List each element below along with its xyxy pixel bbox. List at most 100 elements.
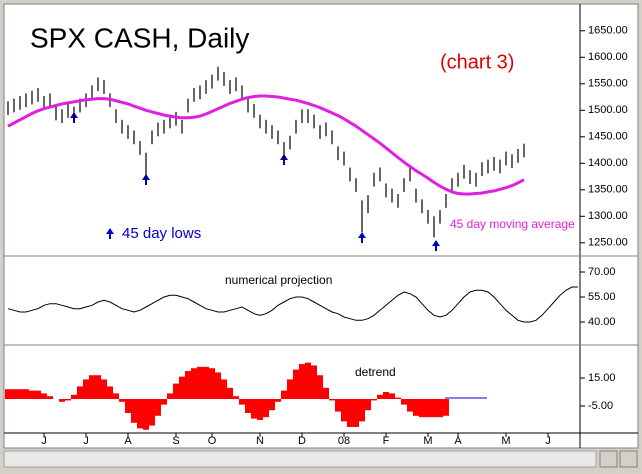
detrend-bar xyxy=(131,398,137,423)
scrollbar[interactable] xyxy=(3,450,597,468)
y-tick-label: -5.00 xyxy=(588,400,613,412)
y-tick-label: 1650.00 xyxy=(588,25,628,37)
detrend-bar xyxy=(149,398,155,426)
detrend-bar xyxy=(305,362,311,399)
x-tick-label: D xyxy=(298,435,306,447)
detrend-bar xyxy=(299,364,305,399)
detrend-bar xyxy=(293,369,299,399)
detrend-bar xyxy=(401,398,407,405)
detrend-bar xyxy=(239,398,245,405)
detrend-bar xyxy=(329,398,335,401)
scroll-button[interactable] xyxy=(599,450,618,468)
detrend-bar xyxy=(233,396,239,399)
detrend-bar xyxy=(29,390,35,399)
detrend-bar xyxy=(101,379,107,399)
x-tick-label: J xyxy=(83,435,89,447)
detrend-bar xyxy=(143,398,149,430)
detrend-bar xyxy=(161,398,167,405)
detrend-bar xyxy=(197,366,203,399)
detrend-bar xyxy=(185,371,191,399)
x-tick-label: F xyxy=(383,435,390,447)
detrend-bar xyxy=(179,376,185,399)
x-tick-label: J xyxy=(41,435,47,447)
x-tick-label: M xyxy=(501,435,510,447)
y-tick-label: 1300.00 xyxy=(588,210,628,222)
y-tick-label: 70.00 xyxy=(588,266,616,278)
y-tick-label: 1250.00 xyxy=(588,237,628,249)
x-tick-label: J xyxy=(545,435,551,447)
x-tick-label: N xyxy=(256,435,264,447)
arrow xyxy=(358,232,366,243)
detrend-bar xyxy=(389,393,395,399)
detrend-bar xyxy=(281,390,287,399)
detrend-bar xyxy=(407,398,413,412)
detrend-bar xyxy=(23,389,29,399)
detrend-bar xyxy=(11,389,17,399)
detrend-bar xyxy=(209,368,215,399)
detrend-bar xyxy=(431,398,437,418)
moving-average xyxy=(7,94,525,196)
y-tick-label: 1500.00 xyxy=(588,104,628,116)
detrend-bar xyxy=(269,398,275,411)
detrend-bar xyxy=(41,393,47,399)
detrend-bar xyxy=(377,394,383,399)
detrend-bar xyxy=(353,398,359,427)
detrend-bar xyxy=(113,393,119,399)
detrend-bar xyxy=(173,383,179,399)
detrend-bar xyxy=(89,375,95,399)
y-tick-label: 1550.00 xyxy=(588,78,628,90)
detrend-bar xyxy=(437,398,443,418)
chart-area xyxy=(3,3,639,449)
detrend-bar xyxy=(203,366,209,399)
detrend-bar xyxy=(263,398,269,418)
detrend-bar xyxy=(83,379,89,399)
detrend-bar xyxy=(95,375,101,399)
annotation: 45 day lows xyxy=(122,225,201,242)
scroll-button[interactable] xyxy=(619,450,638,468)
x-tick-label: 08 xyxy=(338,435,350,447)
detrend-bar xyxy=(365,398,371,411)
ma-label: 45 day moving average xyxy=(450,217,575,231)
detrend-bar xyxy=(125,398,131,413)
detrend-bar xyxy=(35,390,41,399)
detrend-bar xyxy=(425,398,431,418)
detrend-bar xyxy=(371,398,377,401)
detrend-bar xyxy=(323,387,329,399)
detrend-bar xyxy=(107,386,113,399)
detrend-bar xyxy=(167,393,173,399)
chart-title: SPX CASH, Daily xyxy=(30,22,249,53)
y-tick-label: 1600.00 xyxy=(588,51,628,63)
detrend-bar xyxy=(119,398,125,402)
detrend-bar xyxy=(287,379,293,399)
y-tick-label: 15.00 xyxy=(588,372,616,384)
detrend-bar xyxy=(335,398,341,412)
detrend-bar xyxy=(311,365,317,399)
detrend-bar xyxy=(71,394,77,399)
x-tick-label: A xyxy=(454,435,462,447)
detrend-bar xyxy=(137,398,143,429)
arrow xyxy=(432,240,440,251)
detrend-bar xyxy=(77,386,83,399)
detrend-bar xyxy=(341,398,347,422)
y-tick-label: 55.00 xyxy=(588,291,616,303)
detrend-bar xyxy=(191,368,197,399)
detrend-bar xyxy=(395,397,401,399)
y-tick-label: 1450.00 xyxy=(588,131,628,143)
detrend-bar xyxy=(383,392,389,399)
detrend-bar xyxy=(347,398,353,427)
y-tick-label: 1400.00 xyxy=(588,157,628,169)
detrend-bar xyxy=(245,398,251,413)
detrend-bar xyxy=(419,398,425,418)
projection-line xyxy=(7,286,578,323)
detrend-bar xyxy=(359,398,365,422)
detrend-bar xyxy=(317,375,323,399)
y-tick-label: 1350.00 xyxy=(588,184,628,196)
arrow xyxy=(142,174,150,185)
detrend-bar xyxy=(275,398,281,402)
detrend-bar xyxy=(443,398,449,416)
y-tick-label: 40.00 xyxy=(588,316,616,328)
detrend-bar xyxy=(59,398,65,402)
detrend-bar xyxy=(155,398,161,416)
x-tick-label: S xyxy=(172,435,179,447)
detrend-bar xyxy=(17,389,23,399)
